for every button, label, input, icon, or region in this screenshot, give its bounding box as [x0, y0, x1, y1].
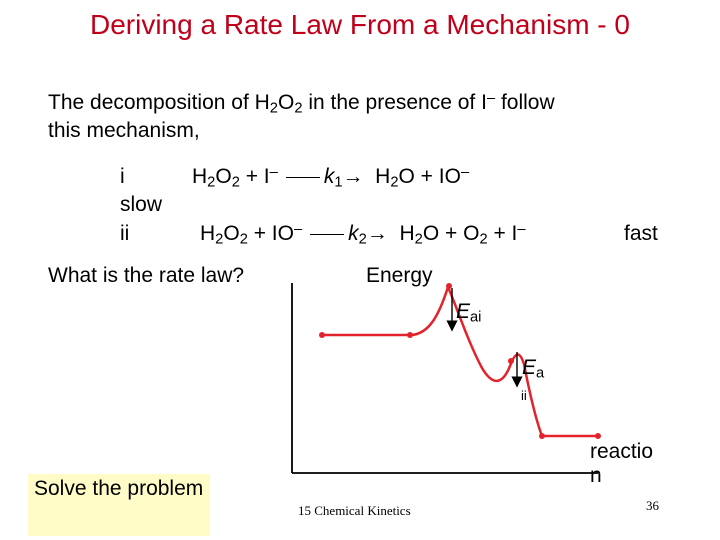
curve-point: [595, 433, 601, 439]
solve-problem-button[interactable]: Solve the problem: [28, 474, 210, 536]
step-2-rate: fast: [624, 222, 658, 245]
curve-point: [407, 332, 413, 338]
intro-line-1: The decomposition of H2O2 in the presenc…: [48, 90, 555, 117]
ea-ii-sublabel: ii: [521, 388, 527, 403]
reaction-curve: [322, 283, 598, 438]
ea-ii-label: Ea: [522, 356, 545, 382]
step-2-equation: H2O2 + IO– k2→ H2O + O2 + I–: [200, 221, 526, 248]
curve-point: [446, 283, 452, 289]
question-text: What is the rate law?: [48, 264, 245, 287]
curve-point: [508, 358, 514, 364]
reaction-arrow-line: [285, 176, 320, 178]
reaction-arrow-line: [310, 233, 345, 235]
energy-axis-label: Energy: [366, 264, 433, 287]
footer-text: 15 Chemical Kinetics: [298, 503, 411, 518]
arrow-icon: →: [342, 165, 364, 188]
curve-point: [539, 433, 545, 439]
step-1-equation: H2O2 + I– k1→ H2O + IO–: [192, 164, 470, 191]
step-1-rate: slow: [120, 193, 163, 216]
ea-i-label: Eai: [456, 300, 482, 326]
intro-line-2: this mechanism,: [48, 119, 200, 142]
intro-text: The decomposition of H2O2 in the presenc…: [48, 89, 555, 145]
reaction-axis-label: reactio n: [590, 440, 654, 487]
curve-point: [319, 332, 325, 338]
slide-number: 36: [646, 498, 659, 513]
step-1-label: i: [120, 165, 125, 188]
step-2-label: ii: [120, 222, 130, 245]
arrow-icon: →: [366, 222, 388, 245]
slide-title: Deriving a Rate Law From a Mechanism - 0: [90, 9, 630, 40]
